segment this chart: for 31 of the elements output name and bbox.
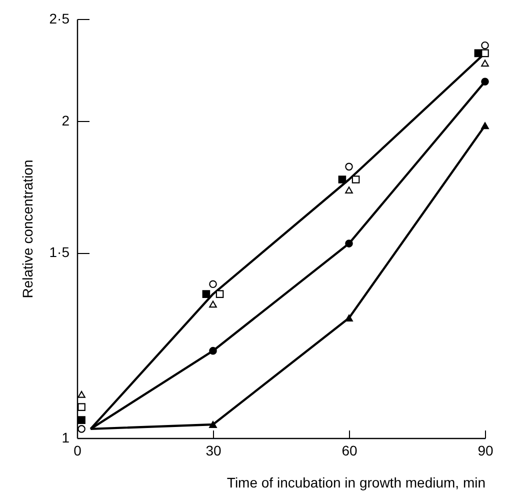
point [216,290,224,298]
point [78,416,86,424]
y-axis-title: Relative concentration [19,160,36,298]
point [345,240,353,248]
y-tick-label: 1 [62,430,70,446]
x-axis-title: Time of incubation in growth medium, min [226,474,486,490]
point [78,390,86,398]
y-tick-label: 1·5 [49,244,70,260]
point [338,176,346,184]
point [78,403,86,411]
point [345,162,353,171]
y-tick-label: 2·5 [49,10,70,26]
point [209,280,217,288]
y-tick-label: 2 [62,112,70,129]
point [481,78,489,86]
point [352,176,360,184]
point [345,186,353,194]
point [209,346,217,355]
point [345,314,353,322]
point [481,122,489,130]
x-tick-label: 30 [206,442,222,458]
point [202,290,210,298]
point [481,60,489,67]
point [481,49,489,58]
point [481,41,489,50]
point [78,425,86,433]
point [209,300,217,308]
point [209,421,217,428]
x-tick-label: 90 [478,442,494,458]
x-tick-label: 0 [74,442,82,458]
x-tick-label: 60 [342,442,358,458]
